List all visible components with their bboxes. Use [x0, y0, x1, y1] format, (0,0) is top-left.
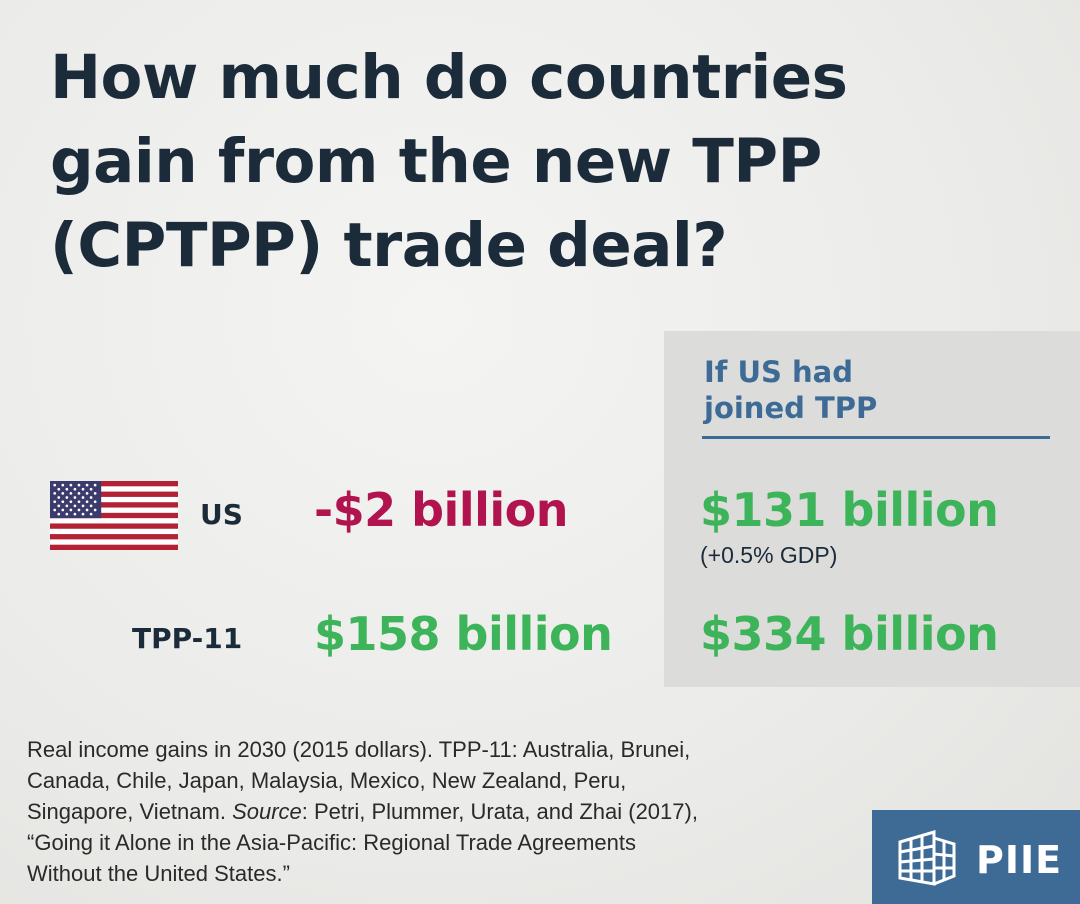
- hypothetical-panel: [664, 331, 1080, 687]
- footnote-text: : Petri, Plummer, Urata, and Zhai (2017)…: [301, 799, 698, 824]
- tpp11-actual-value: $158 billion: [314, 607, 613, 661]
- us-gdp-note: (+0.5% GDP): [700, 542, 838, 568]
- footnote-line: Canada, Chile, Japan, Malaysia, Mexico, …: [27, 768, 627, 793]
- footnote-line: Singapore, Vietnam. Source: Petri, Plumm…: [27, 796, 827, 827]
- page-title: How much do countries gain from the new …: [50, 36, 1010, 288]
- panel-heading: If US had joined TPP: [704, 354, 1050, 426]
- footnote-line: Real income gains in 2030 (2015 dollars)…: [27, 737, 691, 762]
- tpp11-hypothetical-value: $334 billion: [700, 607, 999, 661]
- us-flag-icon: [50, 481, 178, 550]
- title-line: How much do countries: [50, 42, 848, 113]
- footnote-line: Without the United States.”: [27, 861, 290, 886]
- panel-heading-line: If US had: [704, 355, 854, 389]
- source-label: Source: [232, 799, 302, 824]
- footnote-text: Singapore, Vietnam.: [27, 799, 233, 824]
- footnote-line: “Going it Alone in the Asia-Pacific: Reg…: [27, 830, 637, 855]
- row-label-us: US: [200, 498, 243, 531]
- title-line: gain from the new TPP: [50, 126, 822, 197]
- panel-divider: [702, 436, 1050, 439]
- title-line: (CPTPP) trade deal?: [50, 210, 728, 281]
- row-label-tpp11: TPP-11: [132, 622, 243, 655]
- piie-logo: PIIE: [872, 810, 1080, 904]
- us-hypothetical-value: $131 billion: [700, 483, 999, 537]
- footnote: Real income gains in 2030 (2015 dollars)…: [27, 734, 827, 889]
- piie-building-icon: [898, 829, 956, 886]
- panel-heading-line: joined TPP: [704, 391, 878, 425]
- logo-text: PIIE: [976, 838, 1063, 882]
- us-actual-value: -$2 billion: [314, 483, 568, 537]
